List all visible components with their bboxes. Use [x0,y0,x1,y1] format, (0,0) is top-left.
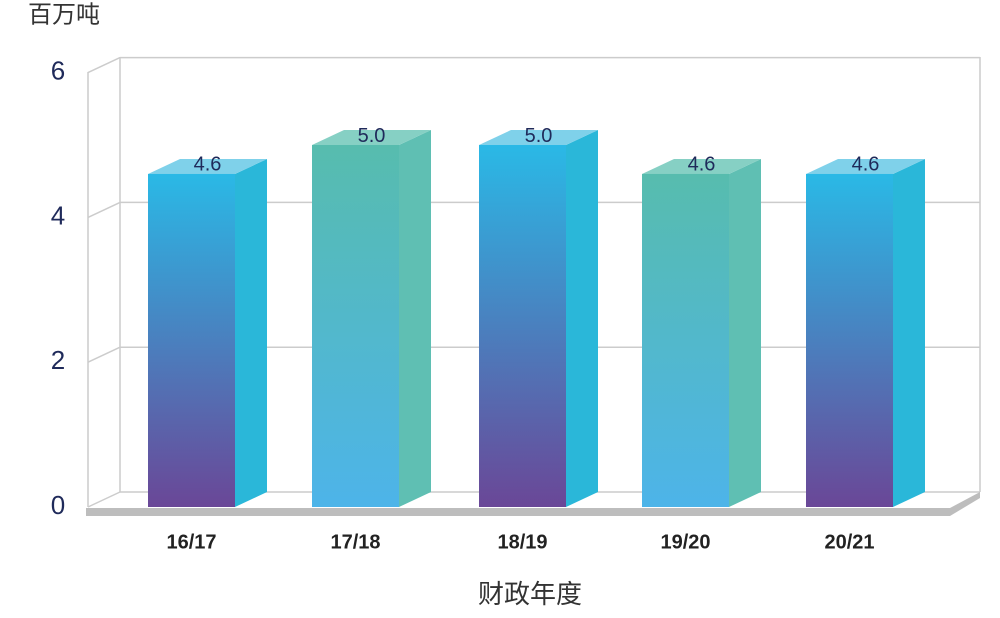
x-tick-label: 17/18 [330,531,380,553]
x-tick-label: 19/20 [660,531,710,553]
bar-side [729,158,761,507]
value-label: 5.0 [525,125,553,147]
value-label: 4.6 [852,154,880,176]
grid-line [87,346,121,363]
value-label: 5.0 [358,125,386,147]
bar-top [642,158,761,174]
bar-top [806,158,925,174]
bar [312,145,399,507]
bar-top [479,130,598,145]
grid-line [87,491,121,508]
bar [806,173,893,507]
bar-top [148,158,267,174]
bar-side [893,158,925,507]
x-tick-label: 20/21 [824,531,874,553]
y-tick-label: 6 [51,55,65,85]
grid-line [87,56,121,74]
grid-line [87,201,121,219]
bar-side [399,130,431,507]
y-tick-label: 0 [51,490,65,520]
x-axis-label: 财政年度 [478,579,582,609]
value-label: 4.6 [194,154,222,176]
x-tick-label: 16/17 [166,531,216,553]
floor [86,492,980,516]
x-tick-label: 18/19 [497,531,547,553]
y-tick-label: 2 [51,345,65,375]
bar [642,173,729,507]
bar [479,145,566,507]
y-axis-label: 百万吨 [28,1,100,28]
value-label: 4.6 [688,154,716,176]
y-tick-label: 4 [51,200,65,230]
bar-side [235,158,267,507]
bar-top [312,130,431,145]
bar-side [566,130,598,507]
bar [148,173,235,507]
